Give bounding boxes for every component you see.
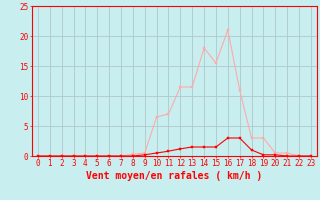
X-axis label: Vent moyen/en rafales ( km/h ): Vent moyen/en rafales ( km/h ) <box>86 171 262 181</box>
